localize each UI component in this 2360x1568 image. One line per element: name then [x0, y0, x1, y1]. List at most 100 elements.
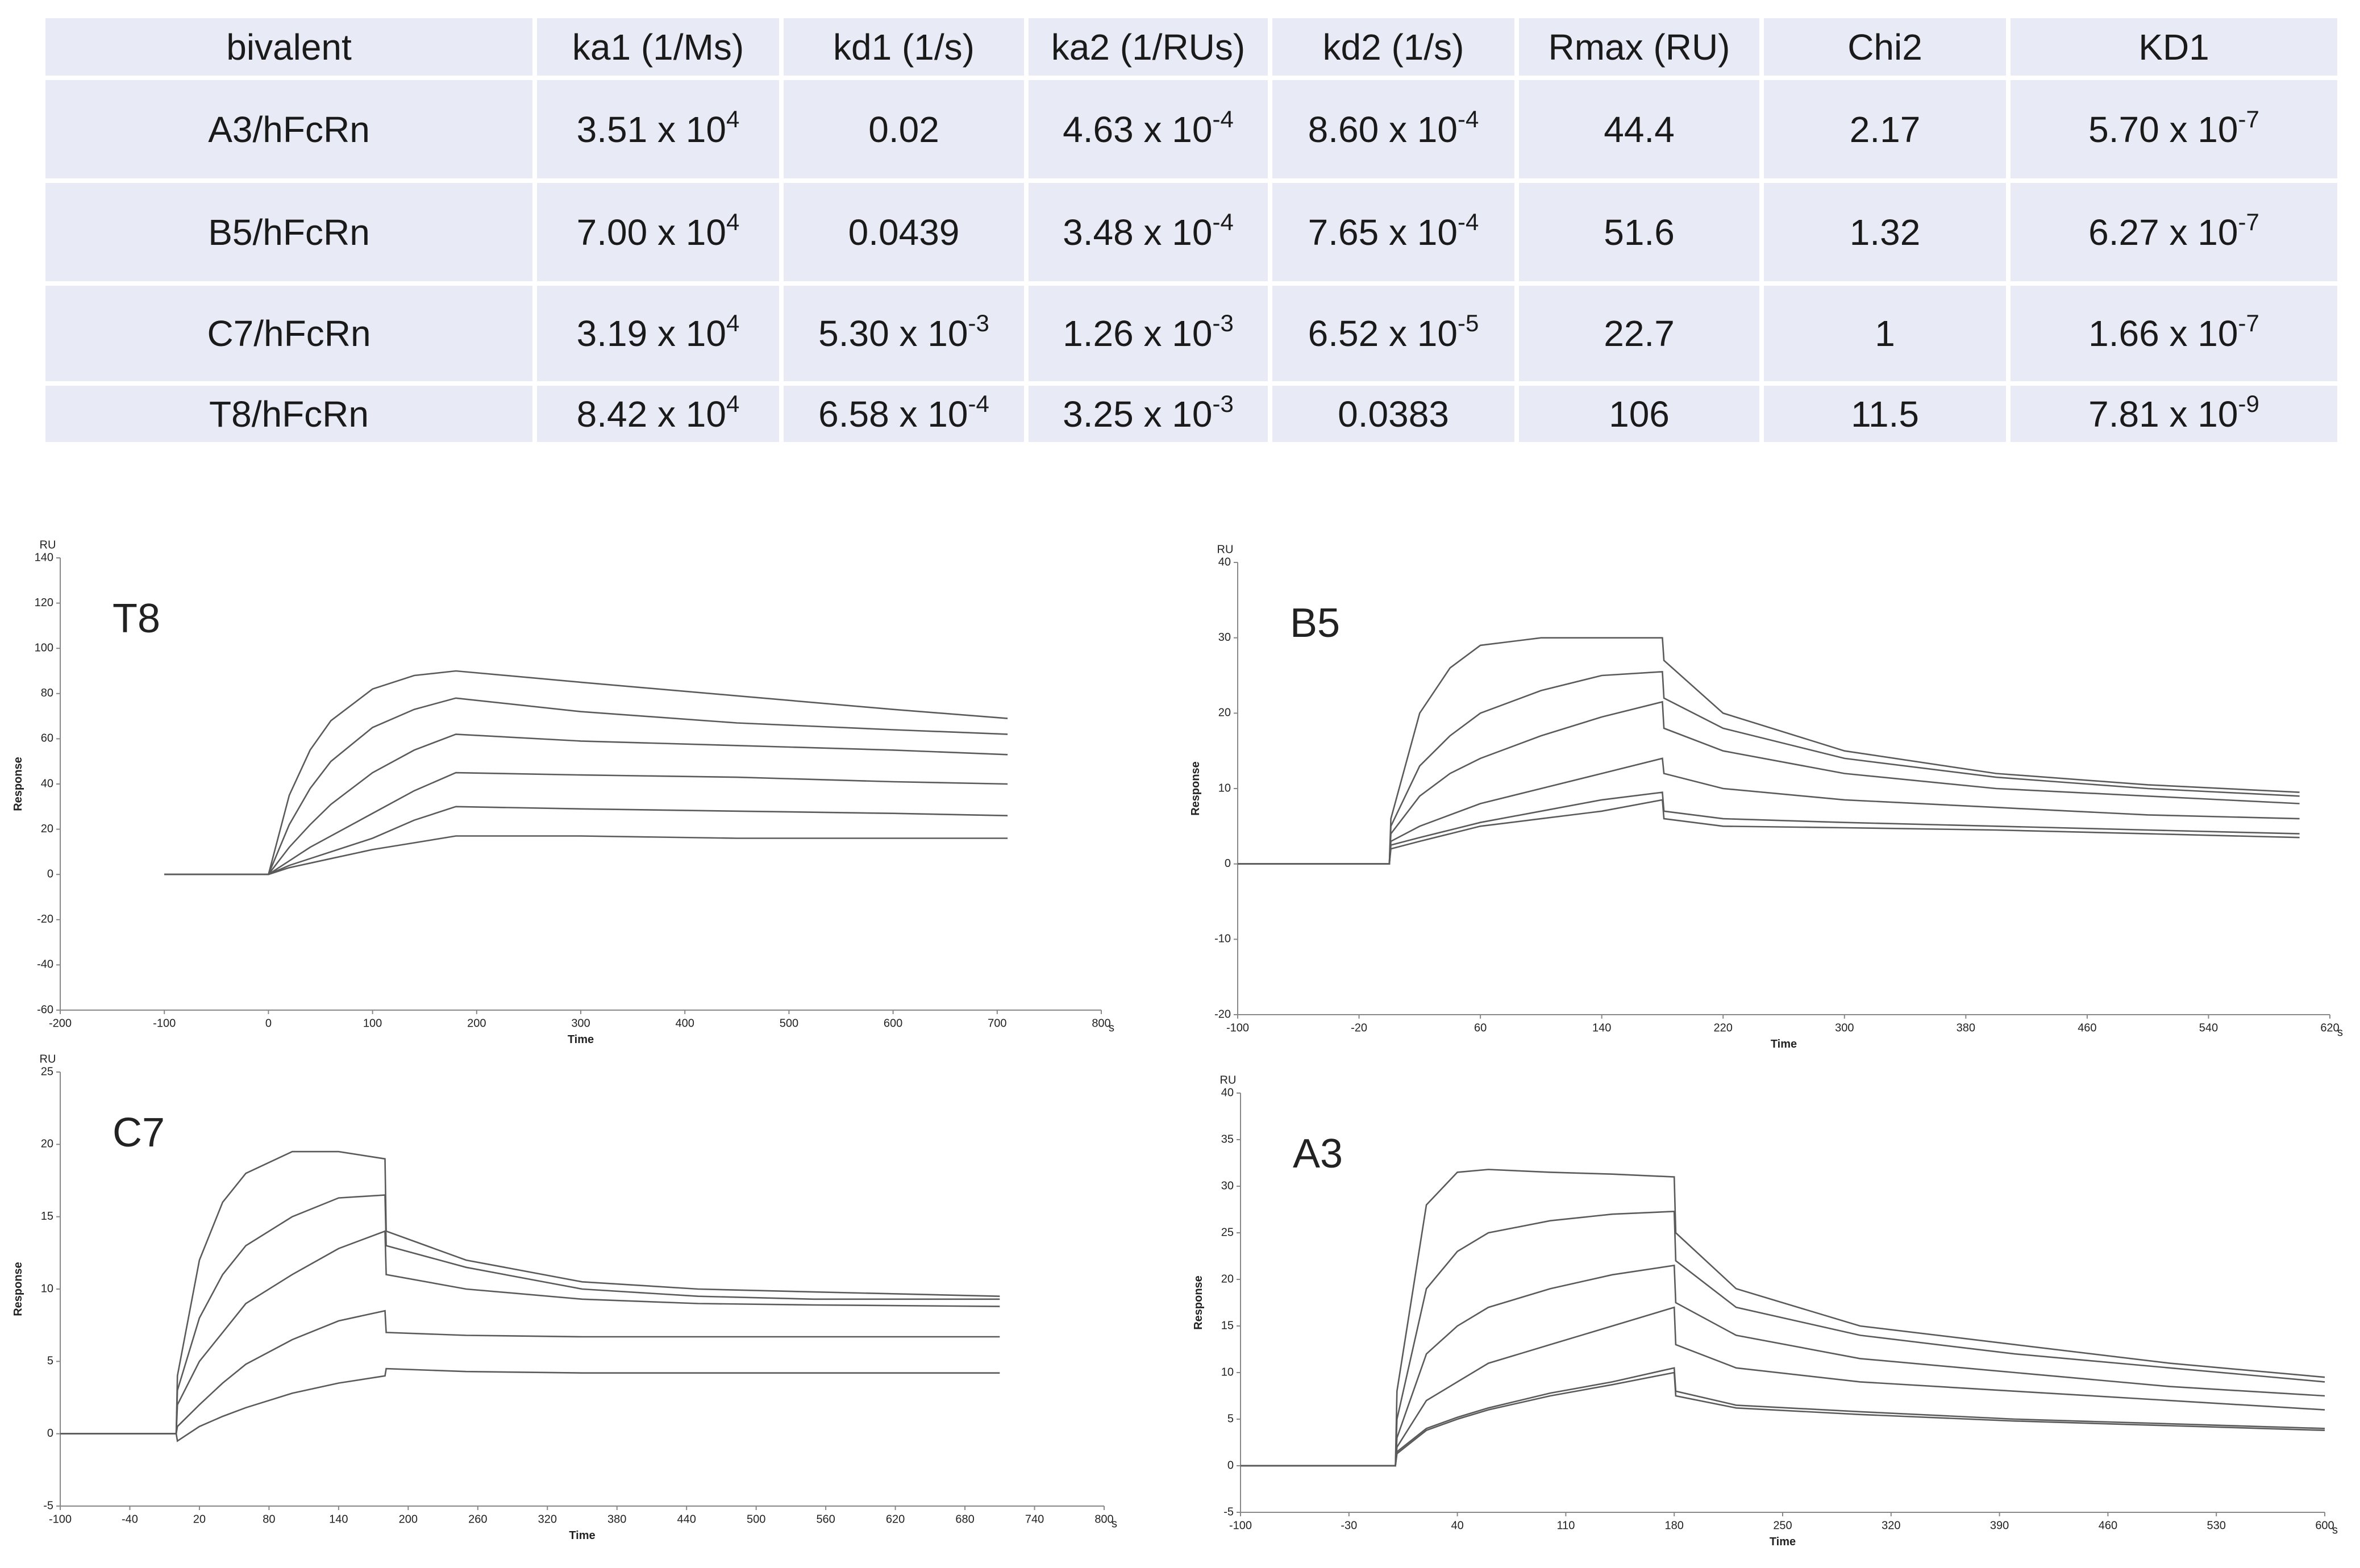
y-axis-title: Response: [1192, 1275, 1205, 1330]
table-cell: 1.32: [1764, 183, 2006, 281]
y-tick-label: 5: [47, 1355, 53, 1367]
y-tick-label: 20: [1218, 707, 1231, 719]
cell-base: 6.27 x 10: [2088, 211, 2238, 253]
x-tick-label: 440: [677, 1513, 696, 1525]
cell-exponent: -3: [1212, 310, 1234, 336]
x-tick-label: -100: [1229, 1519, 1252, 1532]
y-unit: RU: [1217, 543, 1234, 556]
table-cell: 1.26 x 10-3: [1029, 286, 1268, 381]
y-tick-label: 30: [1221, 1179, 1234, 1192]
cell-exponent: 4: [726, 208, 740, 235]
cell-base: 7.00 x 10: [576, 211, 726, 253]
x-tick-label: 530: [2207, 1519, 2226, 1532]
fit-curve: [1238, 671, 2300, 865]
table-cell: B5/hFcRn: [45, 183, 532, 281]
fit-curve: [1238, 637, 2300, 865]
fit-curve: [1238, 791, 2300, 865]
x-tick-label: 110: [1556, 1519, 1575, 1532]
fit-curve: [60, 1150, 1000, 1434]
x-tick-label: 380: [1957, 1021, 1975, 1034]
cell-base: 7.81 x 10: [2088, 393, 2238, 435]
x-tick-label: -30: [1341, 1519, 1357, 1532]
x-axis-title: Time: [1770, 1536, 1796, 1548]
x-axis-title: Time: [1771, 1038, 1797, 1050]
cell-exponent: 4: [726, 310, 740, 336]
cell-exponent: 4: [726, 105, 740, 132]
x-tick-label: 380: [607, 1513, 626, 1525]
x-tick-label: -100: [1226, 1021, 1249, 1034]
y-tick-label: -5: [1223, 1506, 1234, 1518]
table-cell: 7.00 x 104: [537, 183, 779, 281]
fit-curve: [1238, 757, 2300, 865]
header-cell: kd2 (1/s): [1272, 18, 1514, 76]
x-tick-label: 140: [329, 1513, 348, 1525]
header-cell: KD1: [2011, 18, 2337, 76]
y-tick-label: 30: [1218, 631, 1231, 644]
panel-label: C7: [113, 1110, 165, 1156]
x-tick-label: 680: [955, 1513, 974, 1525]
table-cell: 1: [1764, 286, 2006, 381]
panel-label: A3: [1293, 1131, 1343, 1177]
table-cell: 106: [1519, 386, 1759, 442]
y-tick-label: 120: [35, 597, 53, 609]
table-cell: 5.30 x 10-3: [784, 286, 1024, 381]
y-tick-label: 40: [41, 777, 53, 790]
cell-exponent: -4: [1212, 105, 1234, 132]
x-unit: s: [2337, 1026, 2343, 1039]
cell-exponent: -7: [2238, 310, 2259, 336]
cell-base: 1.66 x 10: [2088, 313, 2238, 354]
x-tick-label: 20: [193, 1513, 206, 1525]
fit-curve: [1241, 1264, 2325, 1467]
x-tick-label: 180: [1665, 1519, 1684, 1532]
panel-label: T8: [113, 596, 160, 641]
x-unit: s: [1112, 1517, 1117, 1530]
cell-base: 5.70 x 10: [2088, 109, 2238, 150]
y-tick-label: 0: [47, 868, 53, 880]
table-cell: 7.81 x 10-9: [2011, 386, 2337, 442]
table-cell: 6.58 x 10-4: [784, 386, 1024, 442]
header-cell: kd1 (1/s): [784, 18, 1024, 76]
table-row: A3/hFcRn 3.51 x 104 0.02 4.63 x 10-4 8.60 x …: [45, 80, 2337, 178]
y-unit: RU: [40, 1053, 56, 1065]
cell-exponent: -3: [968, 310, 989, 336]
y-tick-label: 40: [1221, 1086, 1234, 1099]
x-tick-label: 460: [2099, 1519, 2117, 1532]
y-tick-label: -10: [1214, 933, 1231, 945]
x-tick-label: 500: [747, 1513, 765, 1525]
y-tick-label: 0: [1227, 1459, 1234, 1471]
cell-exponent: -4: [1457, 208, 1479, 235]
table-cell: 2.17: [1764, 80, 2006, 178]
fit-curve: [1241, 1169, 2325, 1467]
y-tick-label: -20: [37, 913, 53, 925]
y-tick-label: 100: [35, 641, 53, 654]
x-tick-label: 300: [1835, 1021, 1854, 1034]
cell-exponent: -7: [2238, 208, 2259, 235]
table-cell: 7.65 x 10-4: [1272, 183, 1514, 281]
x-tick-label: 620: [886, 1513, 905, 1525]
y-unit: RU: [40, 539, 56, 551]
fit-curve: [1238, 799, 2300, 865]
x-tick-label: 460: [2078, 1021, 2096, 1034]
table-cell: 3.19 x 104: [537, 286, 779, 381]
table-cell: C7/hFcRn: [45, 286, 532, 381]
fit-curve: [164, 772, 1008, 875]
y-tick-label: 25: [1221, 1226, 1234, 1238]
cell-exponent: -3: [1212, 390, 1234, 417]
fit-curve: [164, 670, 1008, 875]
y-tick-label: 10: [1221, 1366, 1234, 1378]
y-tick-label: 25: [41, 1065, 53, 1078]
cell-base: 4.63 x 10: [1063, 109, 1213, 150]
x-tick-label: -100: [49, 1513, 72, 1525]
y-tick-label: -40: [37, 958, 53, 971]
fit-curve: [1241, 1306, 2325, 1467]
y-tick-label: 0: [1225, 857, 1231, 870]
cell-exponent: -4: [1457, 105, 1479, 132]
table-cell: 11.5: [1764, 386, 2006, 442]
cell-exponent: 4: [726, 390, 740, 417]
x-tick-label: 200: [467, 1017, 486, 1029]
fit-curve: [164, 835, 1008, 875]
table-cell: 1.66 x 10-7: [2011, 286, 2337, 381]
panel-label: B5: [1290, 600, 1340, 646]
y-tick-label: 15: [41, 1210, 53, 1223]
